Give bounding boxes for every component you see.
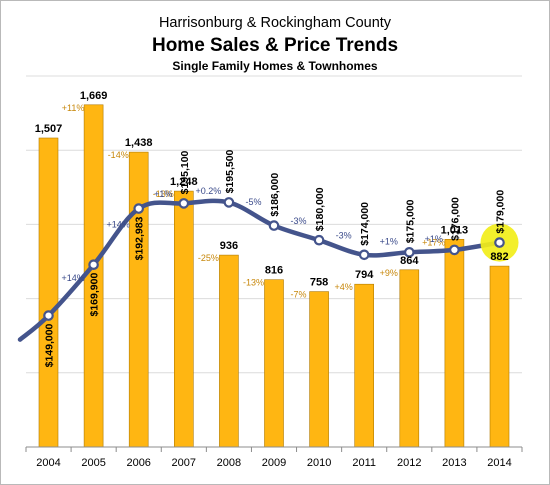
bar-value-label-2009: 816: [265, 265, 283, 277]
sales-bar-2011: [354, 283, 375, 448]
price-value-label-2005: $169,900: [89, 273, 101, 317]
bar-value-label-2008: 936: [220, 240, 238, 252]
sales-bar-2012: [399, 269, 420, 448]
price-marker-2008: [223, 197, 235, 208]
price-change-label: +14%: [61, 273, 84, 283]
x-tick-label-2011: 2011: [352, 457, 376, 469]
price-marker-2013: [449, 244, 460, 256]
price-marker-2009: [268, 220, 280, 231]
price-marker-2006: [133, 203, 144, 214]
chart-subtitle: Single Family Homes & Townhomes: [172, 59, 377, 73]
x-tick-label-2013: 2013: [442, 457, 466, 469]
price-value-label-2011: $174,000: [359, 202, 371, 246]
sales-bars: [38, 104, 510, 448]
price-marker-2004: [43, 310, 54, 321]
x-axis: 2004 2005 2006 2007 2008 2009 2010 2011 2012 2013…: [25, 446, 523, 469]
sales-bar-2010: [309, 291, 329, 448]
bar-value-label-2005: 1,669: [80, 90, 108, 102]
price-value-label-2009: $186,000: [269, 173, 281, 217]
bar-value-label-2007: 1,248: [170, 176, 198, 188]
price-marker-2012: [403, 247, 415, 258]
sales-bar-2014: [489, 265, 510, 448]
chart-heading: Home Sales & Price Trends: [152, 35, 398, 56]
price-value-label-2004: $149,000: [44, 323, 56, 367]
price-value-label-2010: $180,000: [314, 187, 326, 231]
price-marker-2010: [313, 234, 325, 246]
x-tick-label-2012: 2012: [397, 457, 421, 469]
price-value-label-2014: $179,000: [495, 190, 507, 234]
x-tick-label-2005: 2005: [81, 457, 105, 469]
price-marker-2014: [494, 237, 505, 248]
bar-value-label-2011: 794: [355, 269, 374, 281]
x-tick-label-2010: 2010: [307, 457, 331, 469]
bar-change-label: +11%: [62, 103, 85, 113]
price-value-label-2008: $195,500: [224, 149, 236, 193]
bar-change-label: -13%: [153, 189, 174, 199]
x-tick-label-2007: 2007: [172, 457, 196, 469]
price-marker-2005: [88, 259, 99, 270]
price-change-label: +1%: [380, 237, 398, 247]
x-tick-label-2009: 2009: [262, 457, 286, 469]
sales-bar-2004: [38, 137, 59, 448]
bar-value-label-2012: 864: [400, 255, 419, 267]
price-change-label: +1%: [154, 189, 172, 199]
data-labels: 1,507 1,669 1,438 1,248 936 816 758 794 864 1,013…: [35, 90, 509, 368]
bar-change-label: -13%: [243, 278, 264, 288]
bar-change-label: +9%: [380, 268, 398, 278]
x-tick-label-2004: 2004: [36, 457, 60, 469]
bar-change-label: -7%: [290, 290, 306, 300]
price-line: [17, 197, 519, 342]
price-value-label-2006: $192,983: [134, 216, 146, 260]
sales-bar-2006: [128, 151, 149, 448]
price-change-label: +0.2%: [196, 186, 222, 196]
price-change-label: +1%: [425, 234, 443, 244]
bar-value-label-2006: 1,438: [125, 137, 153, 149]
bar-value-label-2013: 1,013: [441, 224, 469, 236]
x-tick-label-2008: 2008: [217, 457, 241, 469]
price-change-label: +14%: [107, 220, 130, 230]
price-marker-2011: [358, 249, 370, 261]
sales-bar-2008: [219, 254, 239, 448]
price-change-label: -3%: [336, 231, 352, 241]
price-change-label: -5%: [245, 197, 261, 207]
bar-value-label-2010: 758: [310, 277, 328, 289]
bar-change-label: -25%: [198, 253, 219, 263]
x-tick-label-2014: 2014: [487, 457, 511, 469]
x-tick-label-2006: 2006: [126, 457, 150, 469]
bar-change-label: +4%: [334, 282, 352, 292]
sales-bar-2007: [174, 190, 194, 448]
bar-change-label: +17%: [422, 237, 445, 247]
bar-value-label-2014: 882: [490, 251, 508, 263]
price-change-label: -3%: [290, 216, 306, 226]
price-marker-2007: [178, 198, 190, 209]
sales-bar-2013: [444, 239, 465, 448]
bar-value-label-2004: 1,507: [35, 123, 63, 135]
price-value-label-2012: $175,000: [404, 199, 416, 243]
sales-bar-2009: [264, 279, 284, 448]
price-value-label-2013: $176,000: [449, 197, 461, 241]
bar-change-label: -14%: [108, 150, 129, 160]
price-value-label-2007: $195,100: [179, 150, 191, 194]
chart-title: Harrisonburg & Rockingham County: [159, 15, 392, 31]
